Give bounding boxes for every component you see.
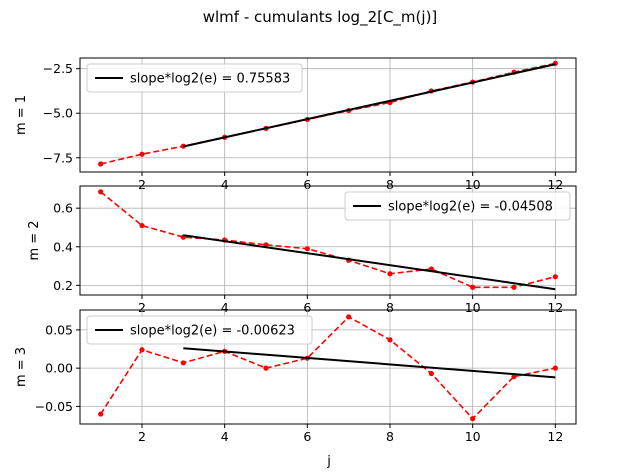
x-tick-label: 6: [303, 429, 311, 444]
panels: 2 4 6 8 10 12 −7.5 −5.0 −2.5 m = 1 slope*log2(e) =…: [14, 57, 577, 444]
panel-m1: 2 4 6 8 10 12 −7.5 −5.0 −2.5 m = 1 slope*log2(e) =…: [14, 57, 577, 192]
x-tick-label: 4: [221, 429, 229, 444]
data-point: [304, 246, 310, 252]
data-point: [98, 161, 104, 167]
y-axis-label: m = 1: [14, 95, 29, 135]
data-series-line: [99, 315, 556, 420]
x-tick-label: 2: [138, 300, 146, 315]
y-tick-label: −5.0: [43, 106, 73, 121]
x-tick-label: 10: [465, 177, 481, 192]
x-tick-label: 2: [138, 177, 146, 192]
data-point: [98, 411, 104, 417]
legend-label: slope*log2(e) = -0.00623: [130, 324, 295, 339]
x-tick-label: 8: [386, 177, 394, 192]
axes-frame: [79, 309, 577, 425]
data-point: [428, 370, 434, 377]
data-point: [511, 373, 517, 380]
data-point: [552, 365, 558, 371]
x-tick-label: 2: [138, 429, 146, 444]
data-point: [470, 284, 476, 290]
y-axis-label: m = 3: [14, 347, 29, 387]
data-point: [387, 337, 393, 343]
legend-box: [86, 63, 303, 93]
data-point: [139, 222, 145, 229]
data-point: [98, 189, 104, 195]
data-point: [387, 271, 393, 277]
legend-label: slope*log2(e) = 0.75583: [130, 72, 290, 87]
axes-frame: [79, 185, 577, 296]
x-tick-label: 8: [386, 429, 394, 444]
legend: slope*log2(e) = 0.75583: [86, 63, 303, 93]
data-point: [139, 347, 145, 353]
chart-title: wlmf - cumulants log_2[C_m(j)]: [203, 8, 438, 27]
x-tick-label: 4: [221, 300, 229, 315]
data-point: [470, 416, 476, 422]
plot-area: [98, 189, 558, 291]
data-point: [139, 151, 145, 157]
x-tick-label: 12: [547, 429, 563, 444]
data-point: [511, 284, 517, 290]
x-tick-label: 6: [303, 177, 311, 192]
y-tick-label: −7.5: [43, 150, 73, 165]
legend: slope*log2(e) = -0.04508: [344, 191, 571, 221]
legend: slope*log2(e) = -0.00623: [86, 315, 313, 345]
y-tick-label: 0.00: [45, 361, 73, 376]
y-tick-label: −2.5: [43, 61, 73, 76]
y-tick-label: 0.6: [53, 201, 73, 216]
panel-m2: 2 4 6 8 10 12 0.2 0.4 0.6 m = 2 slope*log2(e) = -0…: [27, 185, 577, 315]
legend-box: [344, 191, 571, 221]
axes-frame: [79, 57, 577, 173]
plot-area: [98, 314, 558, 422]
panel-m3: 2 4 6 8 10 12 −0.05 0.00 0.05 m = 3 slope*log2(e) …: [14, 309, 577, 444]
x-tick-label: 12: [547, 300, 563, 315]
data-point: [180, 360, 186, 366]
data-point: [263, 365, 269, 371]
x-tick-label: 12: [547, 177, 563, 192]
data-series-line: [100, 191, 556, 289]
x-tick-label: 4: [221, 177, 229, 192]
x-tick-label: 10: [465, 429, 481, 444]
fit-line: [183, 234, 556, 291]
legend-box: [86, 315, 313, 345]
y-tick-label: −0.05: [35, 399, 73, 414]
x-axis-label: j: [326, 454, 331, 469]
x-tick-label: 10: [465, 300, 481, 315]
plot-area: [98, 60, 558, 167]
fit-line: [183, 347, 556, 379]
y-tick-label: 0.4: [53, 239, 73, 254]
y-tick-label: 0.2: [53, 278, 73, 293]
legend-label: slope*log2(e) = -0.04508: [388, 200, 553, 215]
x-tick-label: 8: [386, 300, 394, 315]
fit-line: [183, 63, 556, 148]
y-axis-label: m = 2: [27, 220, 42, 260]
data-point: [552, 274, 558, 280]
data-point: [346, 314, 352, 320]
x-tick-label: 6: [303, 300, 311, 315]
y-tick-label: 0.05: [45, 322, 73, 337]
